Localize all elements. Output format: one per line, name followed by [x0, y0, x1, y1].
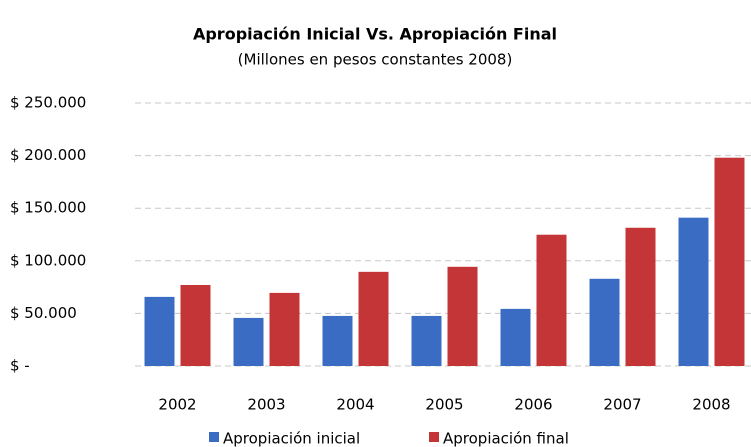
legend-swatch: [209, 432, 219, 442]
bar: [269, 292, 300, 366]
x-tick-label: 2008: [692, 396, 730, 414]
bar: [447, 266, 478, 366]
x-tick-label: 2005: [425, 396, 463, 414]
y-tick-label: $ 150.000: [10, 199, 86, 217]
x-tick-label: 2002: [158, 396, 196, 414]
bar: [536, 234, 567, 366]
bar: [180, 284, 211, 366]
bar: [358, 271, 389, 366]
bar: [500, 308, 531, 366]
bar: [233, 317, 264, 366]
y-tick-label: $ 250.000: [10, 94, 86, 112]
bar: [322, 315, 353, 366]
y-tick-label: $ 200.000: [10, 146, 86, 164]
bar: [411, 315, 442, 366]
legend-label: Apropiación final: [443, 430, 569, 447]
y-tick-label: $ 100.000: [10, 251, 86, 269]
chart-title: Apropiación Inicial Vs. Apropiación Fina…: [193, 25, 557, 44]
x-tick-label: 2007: [603, 396, 641, 414]
bar: [714, 157, 745, 366]
bar: [678, 217, 709, 366]
legend-swatch: [429, 432, 439, 442]
y-tick-label: $ 50.000: [10, 304, 77, 322]
x-tick-label: 2006: [514, 396, 552, 414]
legend-label: Apropiación inicial: [223, 430, 360, 447]
bar: [625, 227, 656, 366]
bar: [144, 296, 175, 366]
y-tick-label: $ -: [10, 357, 30, 375]
bar: [589, 278, 620, 366]
x-tick-label: 2004: [336, 396, 374, 414]
chart-subtitle: (Millones en pesos constantes 2008): [238, 51, 513, 69]
x-tick-label: 2003: [247, 396, 285, 414]
